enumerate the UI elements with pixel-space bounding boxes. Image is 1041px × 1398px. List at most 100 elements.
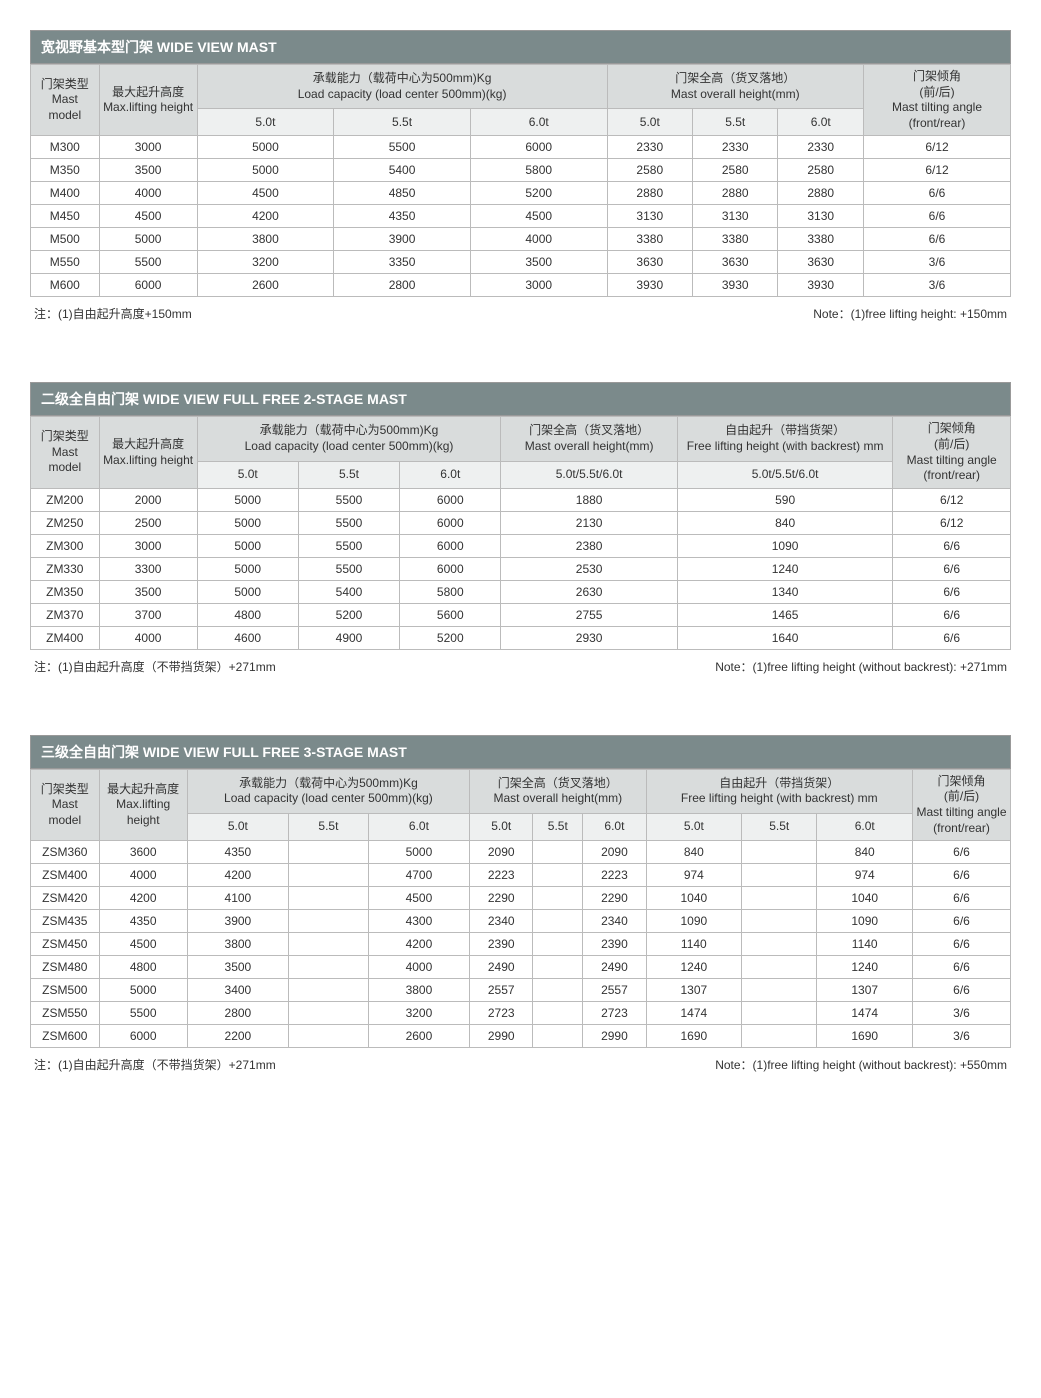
table-cell: 5000 <box>197 534 298 557</box>
table-cell: ZSM500 <box>31 979 100 1002</box>
table-cell: 4700 <box>368 864 469 887</box>
table-cell: 3700 <box>99 603 197 626</box>
hdr-overall-h: 门架全高（货叉落地）Mast overall height(mm) <box>607 65 863 109</box>
table-cell: 6/6 <box>893 603 1011 626</box>
table-cell: 4000 <box>470 228 607 251</box>
table-cell: 6000 <box>400 488 501 511</box>
note-cn: 注：(1)自由起升高度+150mm <box>34 305 192 322</box>
table-cell: 2090 <box>583 841 646 864</box>
table-cell: 1140 <box>646 933 742 956</box>
hdr-sub-60: 6.0t <box>400 461 501 488</box>
table-cell: 1240 <box>646 956 742 979</box>
table-cell <box>288 864 368 887</box>
table-cell: 6/6 <box>864 205 1011 228</box>
table-cell: 2580 <box>693 159 778 182</box>
table-cell: 5800 <box>470 159 607 182</box>
table-cell: 6/6 <box>913 841 1011 864</box>
hdr-sub-55: 5.5t <box>693 109 778 136</box>
table-row: ZM200200050005500600018805906/12 <box>31 488 1011 511</box>
hdr-sub-60: 6.0t <box>368 814 469 841</box>
table-row: ZSM42042004100450022902290104010406/6 <box>31 887 1011 910</box>
hdr-sub-55: 5.5t <box>742 814 817 841</box>
table-cell <box>742 979 817 1002</box>
table-row: ZM3703700480052005600275514656/6 <box>31 603 1011 626</box>
hdr-mast-model: 门架类型Mastmodel <box>31 65 100 136</box>
table-cell: 4350 <box>99 910 187 933</box>
table-cell: 4500 <box>197 182 334 205</box>
table-cell: 2500 <box>99 511 197 534</box>
table-cell: M500 <box>31 228 100 251</box>
hdr-mast-model: 门架类型Mastmodel <box>31 417 100 488</box>
hdr-sub-combo: 5.0t/5.5t/6.0t <box>501 461 677 488</box>
table-cell: 2330 <box>778 136 864 159</box>
table-cell: 2490 <box>583 956 646 979</box>
table-cell: 840 <box>646 841 742 864</box>
table-cell: ZSM420 <box>31 887 100 910</box>
table-cell: 4200 <box>368 933 469 956</box>
table-cell: 5000 <box>197 488 298 511</box>
table-row: ZM4004000460049005200293016406/6 <box>31 626 1011 649</box>
table-cell <box>742 1025 817 1048</box>
table-cell: ZSM550 <box>31 1002 100 1025</box>
table-cell: 6/12 <box>893 488 1011 511</box>
table-cell: M400 <box>31 182 100 205</box>
note-en: Note：(1)free lifting height (without bac… <box>715 658 1007 675</box>
table3-title: 三级全自由门架 WIDE VIEW FULL FREE 3-STAGE MAST <box>30 735 1011 769</box>
table-cell: 3200 <box>197 251 334 274</box>
hdr-tilt: 门架倾角(前/后)Mast tilting angle(front/rear) <box>893 417 1011 488</box>
table-cell: 5200 <box>470 182 607 205</box>
table-cell: 3350 <box>334 251 471 274</box>
table-cell: 5400 <box>334 159 471 182</box>
table-cell <box>533 979 583 1002</box>
table-cell: 5000 <box>99 228 197 251</box>
table-cell: ZSM360 <box>31 841 100 864</box>
table-cell: 5500 <box>99 251 197 274</box>
table-cell: 2800 <box>187 1002 288 1025</box>
table-cell <box>533 864 583 887</box>
hdr-sub-50: 5.0t <box>197 461 298 488</box>
table-row: ZSM45045003800420023902390114011406/6 <box>31 933 1011 956</box>
table-cell: 1307 <box>817 979 913 1002</box>
table-cell <box>742 933 817 956</box>
table-cell: 3/6 <box>913 1025 1011 1048</box>
table-cell: M550 <box>31 251 100 274</box>
table-cell: 5000 <box>99 979 187 1002</box>
table-cell: 1880 <box>501 488 677 511</box>
table-cell: 2723 <box>583 1002 646 1025</box>
table-cell: 2557 <box>583 979 646 1002</box>
table-cell: M300 <box>31 136 100 159</box>
table-row: ZSM60060002200260029902990169016903/6 <box>31 1025 1011 1048</box>
table-cell <box>288 979 368 1002</box>
table-cell: 1090 <box>646 910 742 933</box>
table-cell: 5500 <box>298 534 399 557</box>
hdr-sub-combo: 5.0t/5.5t/6.0t <box>677 461 893 488</box>
table2-notes: 注：(1)自由起升高度（不带挡货架）+271mm Note：(1)free li… <box>30 658 1011 675</box>
table-cell: 5000 <box>197 136 334 159</box>
table-cell: 6/12 <box>864 159 1011 182</box>
table-cell: 6000 <box>470 136 607 159</box>
hdr-sub-50: 5.0t <box>607 109 692 136</box>
table-cell: 2390 <box>583 933 646 956</box>
hdr-sub-50: 5.0t <box>187 814 288 841</box>
table-cell <box>742 956 817 979</box>
table-cell: 2580 <box>607 159 692 182</box>
table-cell: 3130 <box>778 205 864 228</box>
table-cell: 2800 <box>334 274 471 297</box>
hdr-sub-55: 5.5t <box>288 814 368 841</box>
table-cell: 3800 <box>187 933 288 956</box>
table-cell: ZM350 <box>31 580 100 603</box>
table-row: ZSM50050003400380025572557130713076/6 <box>31 979 1011 1002</box>
table-cell: 1465 <box>677 603 893 626</box>
table-row: M50050003800390040003380338033806/6 <box>31 228 1011 251</box>
table-cell: 2390 <box>470 933 533 956</box>
table-cell <box>288 1002 368 1025</box>
table-cell: 3500 <box>99 580 197 603</box>
table-row: ZSM360360043505000209020908408406/6 <box>31 841 1011 864</box>
table-cell: 6/6 <box>893 534 1011 557</box>
table-cell: 4600 <box>197 626 298 649</box>
hdr-sub-60: 6.0t <box>470 109 607 136</box>
table-cell: 4350 <box>187 841 288 864</box>
hdr-sub-55: 5.5t <box>298 461 399 488</box>
table-cell <box>533 1002 583 1025</box>
table3-notes: 注：(1)自由起升高度（不带挡货架）+271mm Note：(1)free li… <box>30 1056 1011 1073</box>
